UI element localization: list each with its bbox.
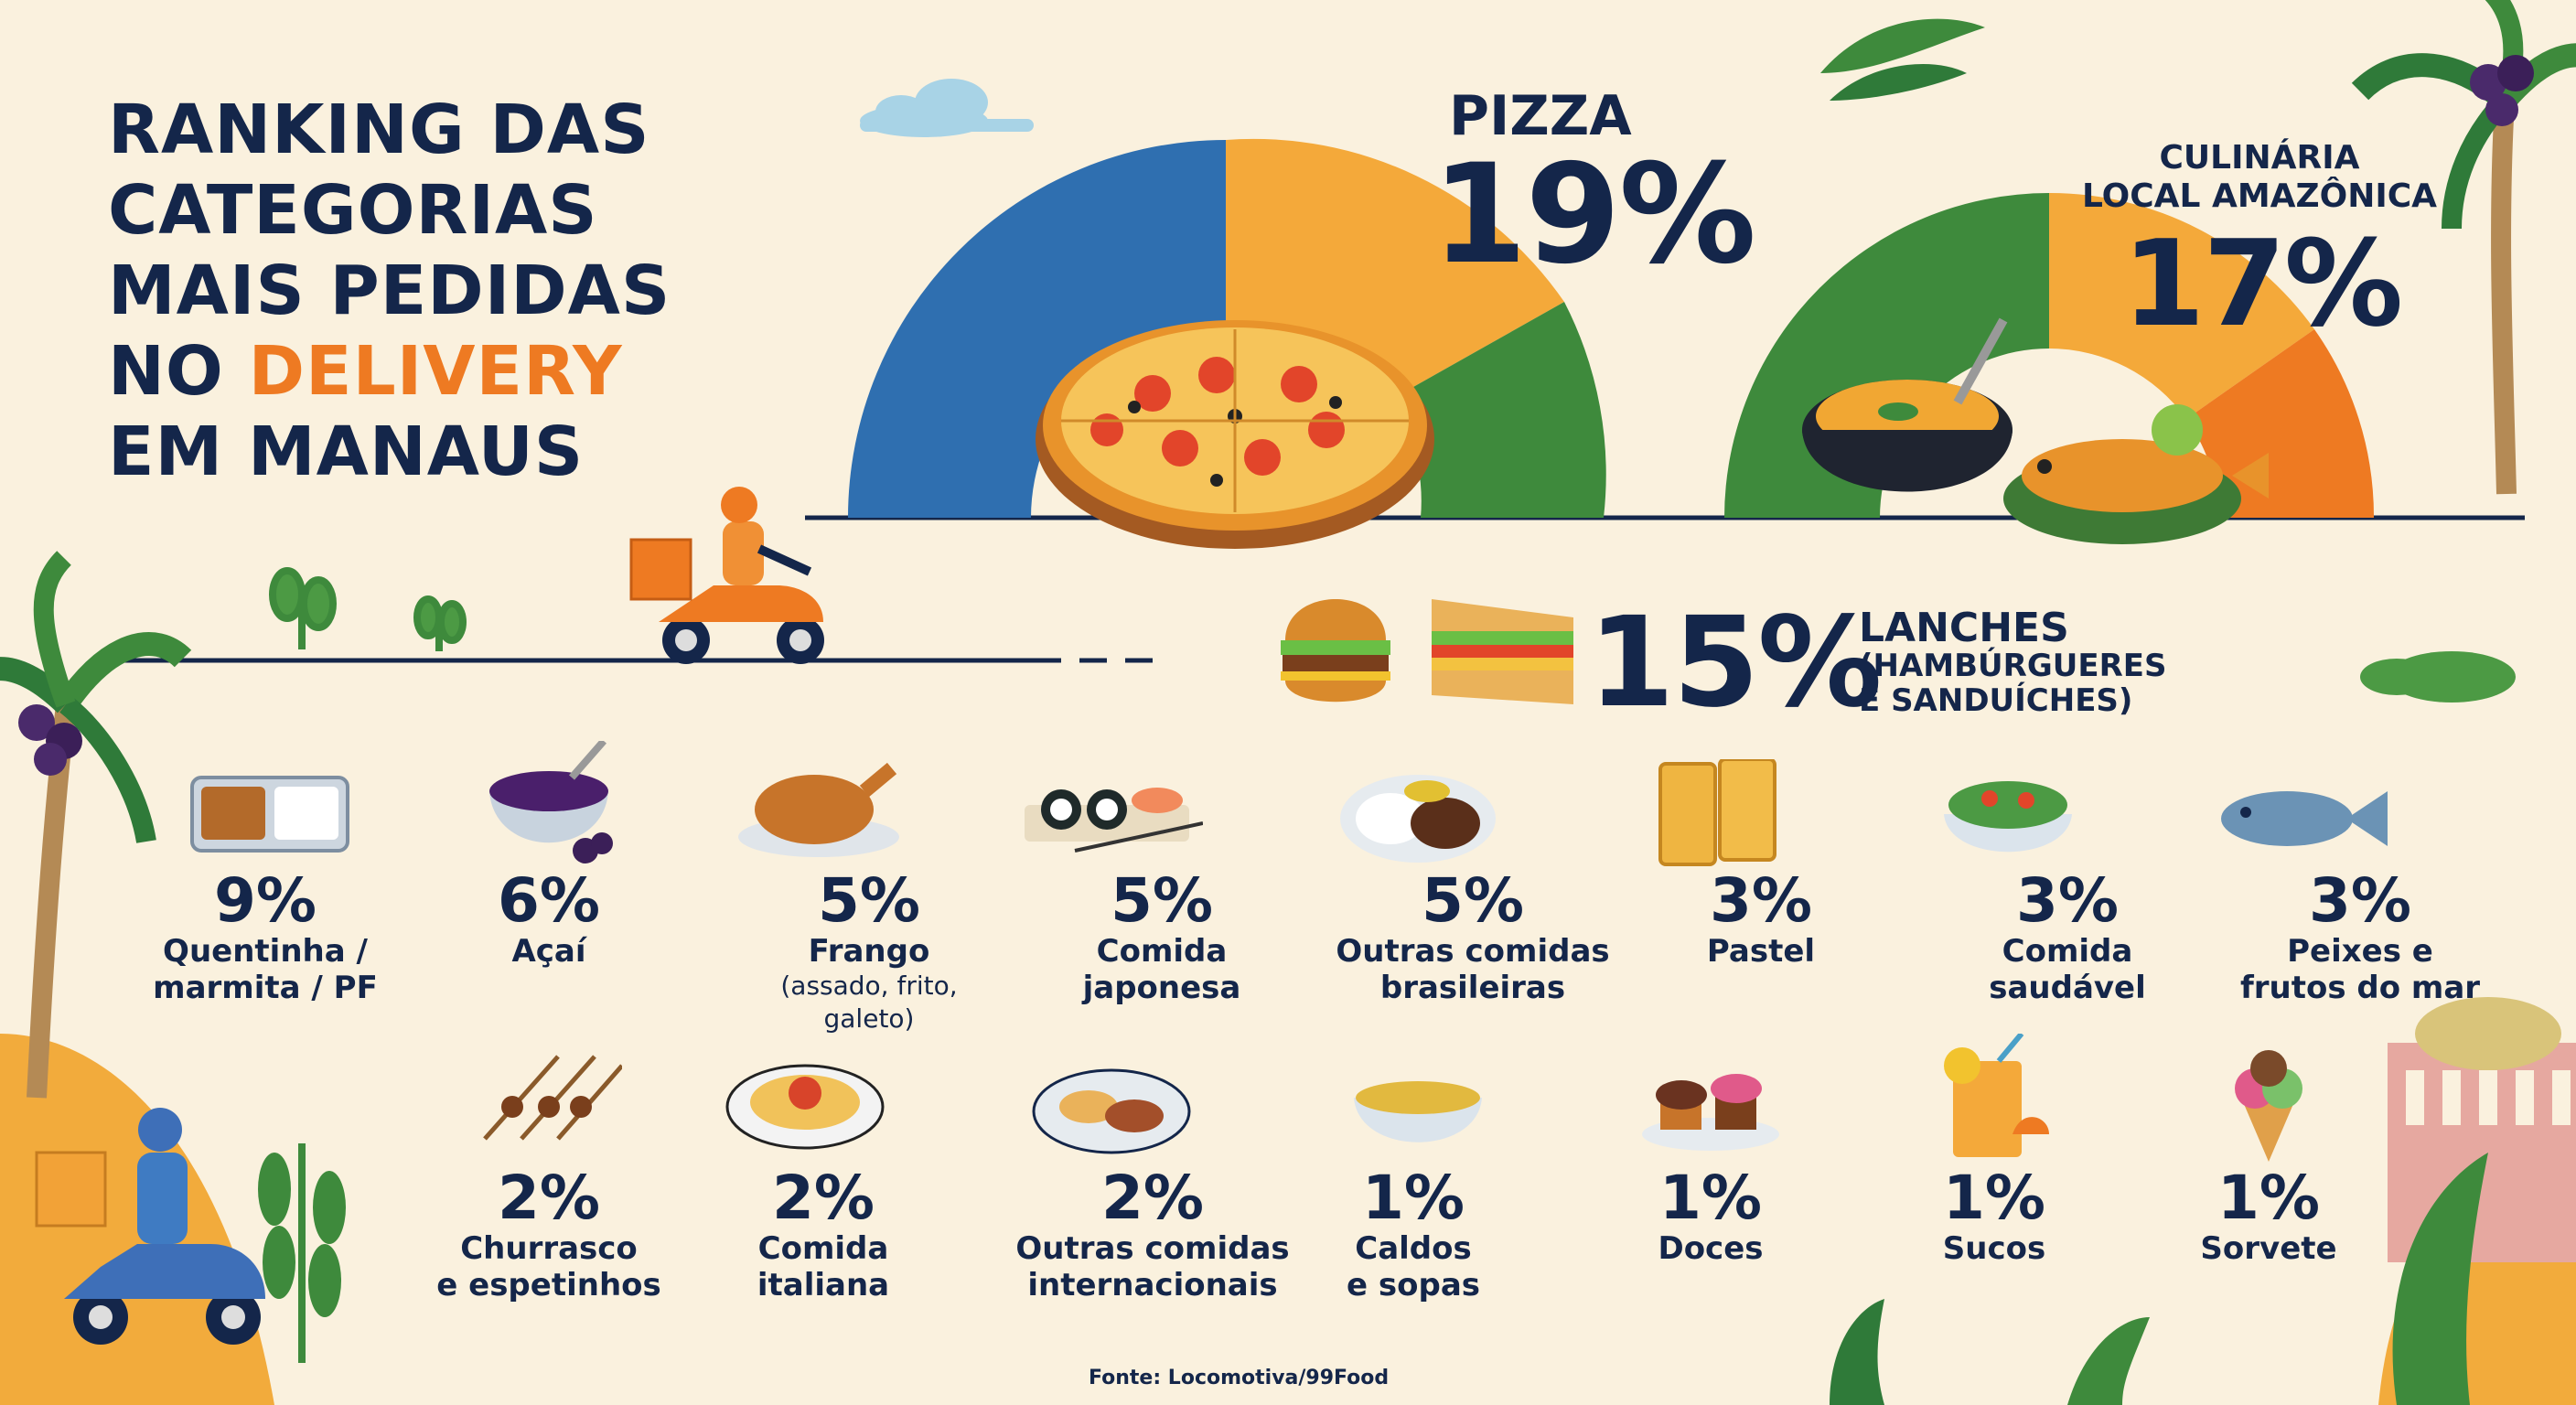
category-percent: 1%: [1658, 1163, 1763, 1233]
category-item: 2% Outras comidas internacionais: [1015, 1163, 1290, 1304]
category-label: Frango: [808, 933, 930, 970]
category-percent: 2%: [771, 1163, 875, 1233]
ice-cream-icon: [2235, 1050, 2302, 1162]
soup-bowl-icon: [1354, 1081, 1482, 1142]
category-item: 5% Outras comidas brasileiras: [1336, 865, 1610, 1007]
acai-bowl-icon: [489, 741, 613, 863]
category-item: 2% Comida italiana: [686, 1163, 961, 1304]
category-label: Peixes e frutos do mar: [2239, 933, 2481, 1006]
title-line: MAIS PEDIDAS: [108, 252, 671, 330]
fish-icon: [2221, 791, 2388, 846]
category-label: Churrasco e espetinhos: [436, 1230, 661, 1303]
category-item: 5% Comida japonesa: [1025, 865, 1299, 1007]
leaves-icon: [1820, 18, 1985, 101]
category-label: Outras comidas brasileiras: [1336, 933, 1610, 1006]
delivery-scooter-icon: [629, 487, 824, 664]
category-percent: 2%: [1100, 1163, 1205, 1233]
theatre-building-icon: [2388, 997, 2576, 1262]
juice-glass-icon: [1944, 1034, 2049, 1157]
category-label: Açaí: [511, 933, 586, 970]
category-percent: 5%: [1110, 865, 1214, 936]
plant-icon: [258, 1143, 346, 1363]
lanches-percent: 15%: [1588, 591, 1883, 735]
category-item: 1% Caldos e sopas: [1276, 1163, 1551, 1304]
sushi-icon: [1025, 788, 1203, 853]
category-item: 2% Churrasco e espetinhos: [412, 1163, 686, 1304]
category-label: Comida saudável: [1989, 933, 2146, 1006]
cupcakes-icon: [1642, 1074, 1779, 1151]
title-line: NO DELIVERY: [108, 332, 623, 411]
category-percent: 3%: [1709, 865, 1813, 936]
category-label: Comida japonesa: [1082, 933, 1241, 1006]
category-label: Sucos: [1942, 1230, 2046, 1267]
title-line: RANKING DAS: [108, 91, 650, 169]
category-label: Outras comidas internacionais: [1015, 1230, 1290, 1303]
category-item: 9% Quentinha / marmita / PF: [128, 865, 402, 1007]
category-label: Quentinha / marmita / PF: [153, 933, 378, 1006]
pastel-icon: [1658, 759, 1776, 866]
category-percent: 5%: [817, 865, 921, 936]
category-label: Pastel: [1706, 933, 1816, 970]
roast-chicken-icon: [738, 762, 899, 857]
amazon-label: CULINÁRIA LOCAL AMAZÔNICA: [2081, 139, 2438, 215]
rice-beans-plate-icon: [1340, 775, 1496, 863]
category-percent: 1%: [1361, 1163, 1465, 1233]
pizza-percent: 19%: [1432, 135, 1756, 295]
title-line: EM MANAUS: [108, 413, 585, 491]
category-label: Caldos e sopas: [1346, 1230, 1480, 1303]
page-title: RANKING DAS CATEGORIAS MAIS PEDIDAS NO D…: [108, 90, 671, 492]
lanches-label: LANCHES (HAMBÚRGUERES E SANDUÍCHES): [1859, 605, 2167, 719]
category-item: 5% Frango (assado, frito, galeto): [732, 869, 1006, 1035]
category-label: Doces: [1658, 1230, 1764, 1267]
bush-icon: [2360, 651, 2516, 702]
spaghetti-icon: [725, 1064, 885, 1150]
palm-tree-icon: [0, 551, 192, 1099]
category-note: (assado, frito, galeto): [780, 971, 958, 1034]
category-item: 3% Pastel: [1624, 865, 1898, 971]
category-label: Comida italiana: [757, 1230, 890, 1303]
title-highlight: DELIVERY: [248, 332, 623, 411]
category-percent: 2%: [497, 1163, 601, 1233]
burger-sandwich-icon: [1281, 599, 1573, 704]
pizza-label: PIZZA: [1449, 84, 1632, 148]
category-percent: 1%: [1942, 1163, 2046, 1233]
salad-bowl-icon: [1944, 781, 2072, 853]
fish-plate-icon: [2003, 404, 2269, 544]
skewers-icon: [483, 1055, 622, 1141]
amazon-percent: 17%: [2122, 214, 2403, 353]
soup-bowl-icon: [1802, 317, 2012, 492]
leaves-icon: [1830, 1153, 2488, 1405]
category-item: 1% Sucos: [1857, 1163, 2131, 1268]
palm-tree-icon: [2351, 0, 2576, 495]
international-plate-icon: [1032, 1068, 1191, 1154]
cloud-icon: [860, 79, 1034, 137]
category-percent: 6%: [497, 865, 601, 936]
title-line: CATEGORIAS: [108, 171, 598, 250]
source-note: Fonte: Locomotiva/99Food: [1089, 1367, 1390, 1389]
category-percent: 9%: [213, 865, 317, 936]
category-item: 3% Comida saudável: [1930, 865, 2205, 1007]
delivery-scooter-icon: [35, 1108, 265, 1345]
category-percent: 3%: [2015, 865, 2120, 936]
category-item: 1% Doces: [1573, 1163, 1848, 1268]
lunchbox-icon: [190, 776, 349, 853]
category-item: 6% Açaí: [412, 865, 686, 971]
category-percent: 5%: [1421, 865, 1525, 936]
category-item: 1% Sorvete: [2131, 1163, 2406, 1268]
category-percent: 1%: [2216, 1163, 2321, 1233]
category-percent: 3%: [2308, 865, 2412, 936]
category-label: Sorvete: [2200, 1230, 2337, 1267]
plant-icon: [269, 567, 467, 651]
pizza-icon: [1036, 320, 1434, 549]
category-item: 3% Peixes e frutos do mar: [2223, 865, 2497, 1007]
